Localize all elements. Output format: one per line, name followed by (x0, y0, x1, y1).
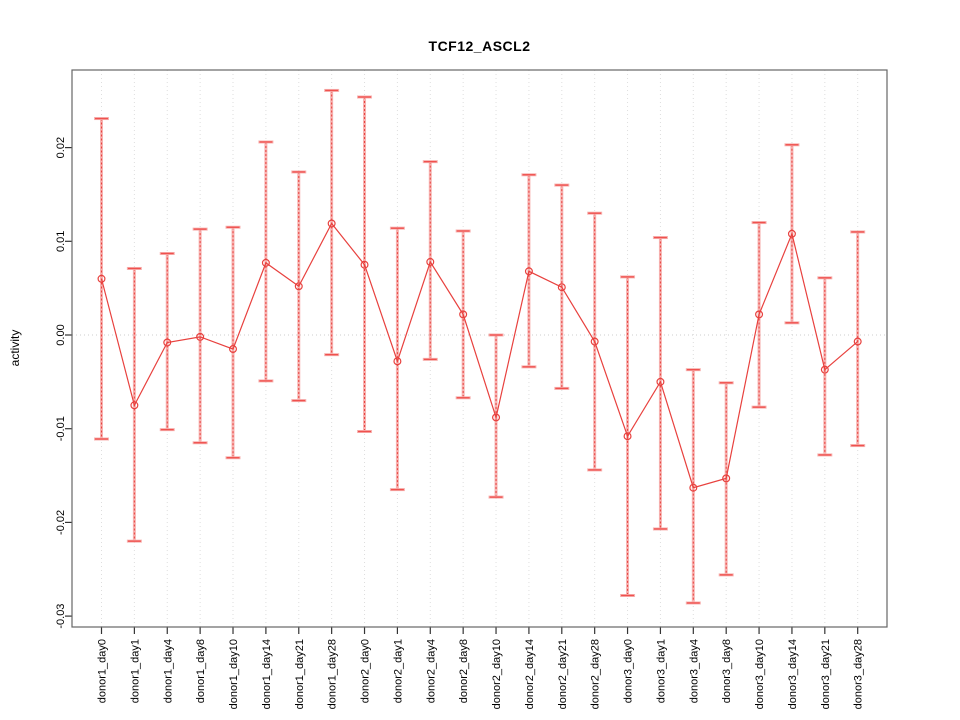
data-point (294, 282, 303, 291)
y-tick-label: 0.01 (55, 231, 67, 252)
data-point (820, 365, 829, 374)
data-point (853, 337, 862, 346)
x-tick-label: donor3_day10 (754, 639, 766, 709)
x-tick-label: donor2_day0 (360, 639, 372, 703)
data-point (327, 219, 336, 228)
data-point (459, 310, 468, 319)
x-tick-label: donor3_day4 (688, 639, 700, 703)
data-point (97, 274, 106, 283)
x-tick-label: donor2_day8 (458, 639, 470, 703)
error-bars (94, 88, 866, 605)
data-point (229, 345, 238, 354)
x-tick-label: donor1_day1 (129, 639, 141, 703)
data-point (722, 474, 731, 483)
data-point (787, 229, 796, 238)
series-polyline (100, 222, 859, 489)
x-tick-label: donor1_day10 (228, 639, 240, 709)
y-tick-label: 0.02 (55, 137, 67, 158)
y-tick-label: -0.01 (55, 416, 67, 441)
x-tick-label: donor1_day8 (195, 639, 207, 703)
x-tick-label: donor3_day14 (787, 639, 799, 709)
gridlines (72, 70, 887, 627)
plot-border (71, 69, 888, 628)
x-tick-label: donor1_day0 (97, 639, 109, 703)
y-tick-label: -0.03 (55, 604, 67, 629)
data-point (196, 332, 205, 341)
x-tick-label: donor1_day28 (327, 639, 339, 709)
data-point (656, 377, 665, 386)
axes: donor1_day0 donor1_day1 donor1_day4 donor1_… (55, 69, 888, 709)
data-point (590, 337, 599, 346)
x-tick-label: donor1_day21 (294, 639, 306, 709)
x-tick-label: donor2_day4 (425, 639, 437, 703)
data-point (492, 413, 501, 422)
data-point (524, 267, 533, 276)
data-point (426, 257, 435, 266)
x-tick-label: donor2_day10 (491, 639, 503, 709)
data-point (360, 260, 369, 269)
x-tick-label: donor3_day8 (721, 639, 733, 703)
y-axis-label-text: activity (8, 329, 22, 367)
y-tick-label: -0.02 (55, 510, 67, 535)
data-point (393, 357, 402, 366)
data-point (557, 283, 566, 292)
series-line (100, 222, 859, 489)
data-point (130, 401, 139, 410)
x-tick-label: donor3_day28 (853, 639, 865, 709)
data-point (623, 432, 632, 441)
x-tick-label: donor2_day28 (590, 639, 602, 709)
data-point (261, 258, 270, 267)
data-point (755, 310, 764, 319)
x-tick-label: donor3_day0 (623, 639, 635, 703)
x-tick-label: donor3_day1 (655, 639, 667, 703)
x-tick-label: donor3_day21 (820, 639, 832, 709)
x-tick-label: donor2_day14 (524, 639, 536, 709)
data-point (689, 483, 698, 492)
chart-title: TCF12_ASCL2 (428, 38, 531, 54)
data-point (163, 338, 172, 347)
x-tick-label: donor1_day4 (162, 639, 174, 703)
data-points (97, 219, 862, 492)
x-tick-label: donor2_day21 (557, 639, 569, 709)
y-tick-label: 0.00 (55, 324, 67, 345)
x-tick-label: donor2_day1 (392, 639, 404, 703)
x-tick-label: donor1_day14 (261, 639, 273, 709)
